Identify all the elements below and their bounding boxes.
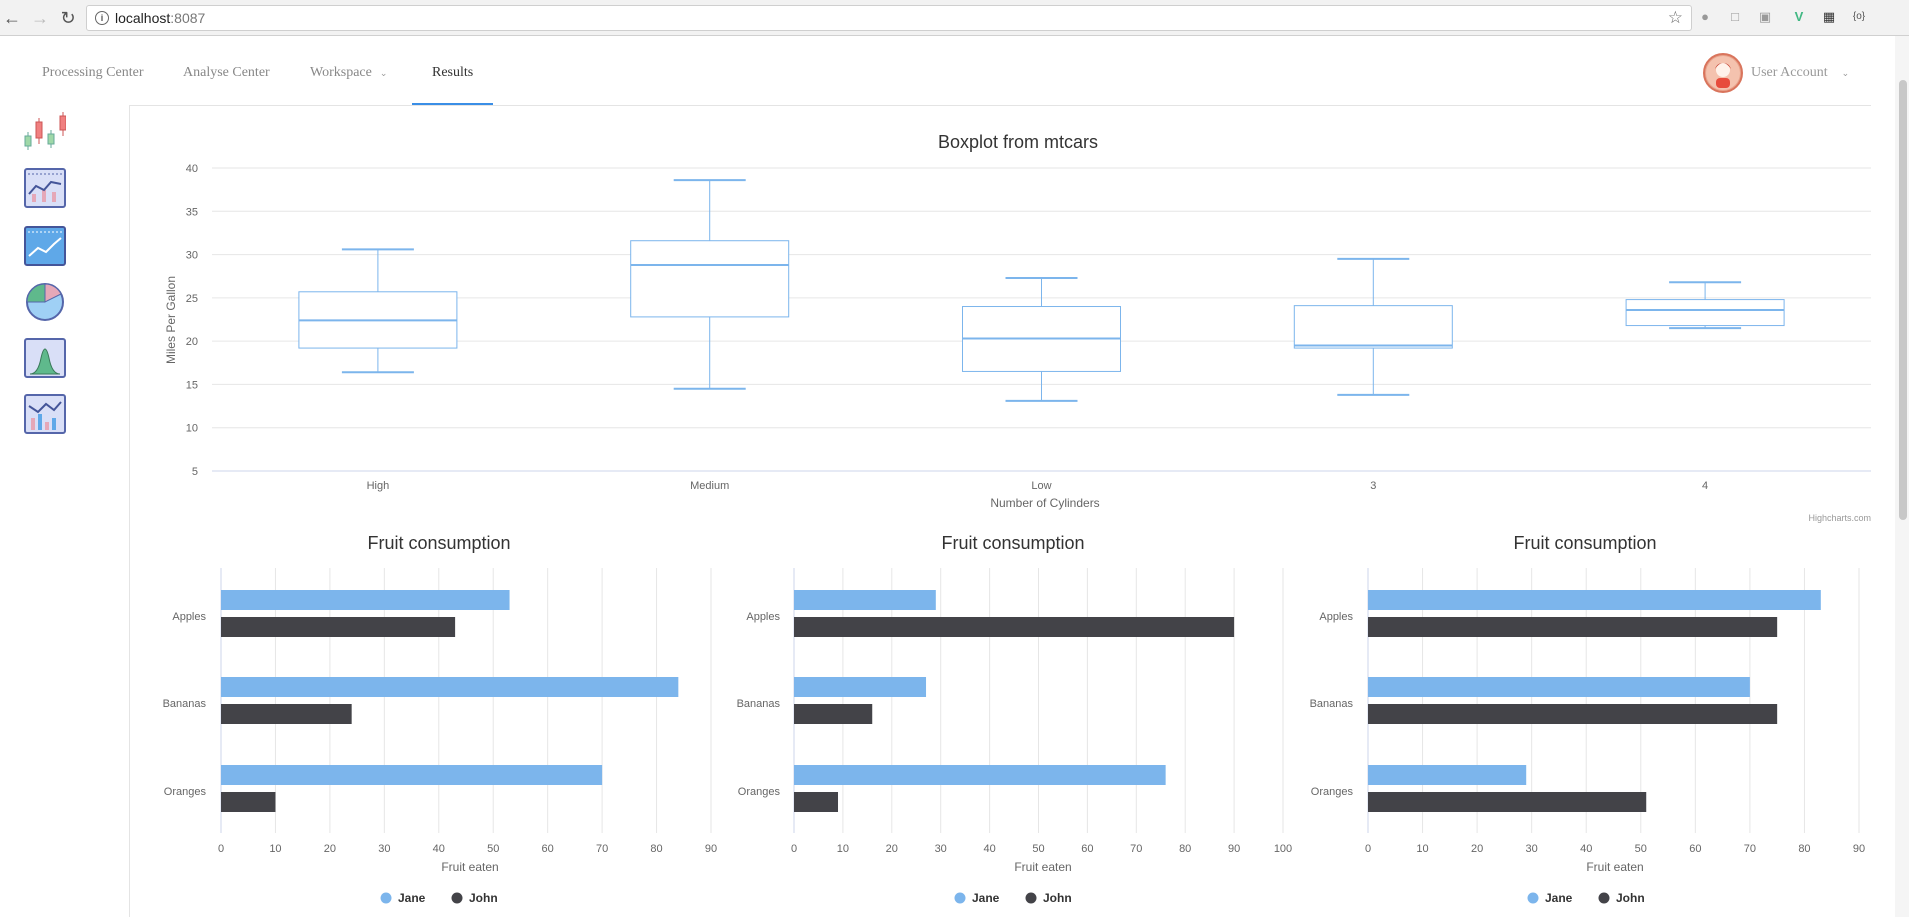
address-bar[interactable]: i localhost:8087 ☆	[86, 5, 1692, 31]
chevron-down-icon: ⌄	[1841, 68, 1850, 78]
results-panel	[129, 105, 1871, 917]
tab-results[interactable]: Results	[432, 65, 474, 80]
site-info-icon[interactable]: i	[95, 11, 109, 25]
extension-icon[interactable]: □	[1731, 9, 1739, 24]
avatar-illustration	[1706, 56, 1740, 90]
url-text: localhost:8087	[115, 10, 205, 26]
extension-icon[interactable]: ▣	[1758, 9, 1772, 24]
avatar[interactable]	[1703, 53, 1743, 93]
user-account-menu[interactable]: User Account ⌄	[1751, 65, 1849, 81]
tab-workspace-label: Workspace	[310, 65, 372, 80]
bell-curve-chart-icon[interactable]	[24, 338, 66, 378]
active-tab-indicator	[412, 103, 493, 105]
reload-icon[interactable]: ↻	[60, 8, 76, 28]
browser-toolbar: ← → ↻ i localhost:8087 ☆ ● □ ▣ V ▦ {o}	[0, 0, 1909, 36]
chevron-down-icon: ⌄	[379, 68, 388, 78]
url-port: :8087	[170, 10, 206, 26]
top-navigation: Processing Center Analyse Center Workspa…	[0, 37, 1909, 105]
scrollbar-thumb[interactable]	[1899, 80, 1907, 520]
json-viewer-icon[interactable]: {o}	[1852, 11, 1866, 22]
bar-line-chart-icon[interactable]	[24, 168, 66, 208]
bookmark-star-icon[interactable]: ☆	[1667, 8, 1683, 27]
pie-chart-icon[interactable]	[24, 282, 66, 322]
forward-icon[interactable]: →	[31, 8, 49, 28]
url-host: localhost	[115, 10, 171, 26]
page-scrollbar[interactable]	[1895, 36, 1909, 917]
extension-icon[interactable]: ●	[1701, 9, 1709, 24]
candlestick-chart-icon[interactable]	[24, 112, 66, 152]
mixed-chart-icon[interactable]	[24, 394, 66, 434]
tab-analyse-center[interactable]: Analyse Center	[183, 65, 270, 80]
extension-icon[interactable]: ▦	[1822, 9, 1836, 24]
tab-processing-center[interactable]: Processing Center	[42, 65, 144, 80]
user-account-label: User Account	[1751, 65, 1828, 80]
back-icon[interactable]: ←	[3, 8, 21, 28]
tab-workspace[interactable]: Workspace ⌄	[310, 65, 387, 81]
vue-devtools-icon[interactable]: V	[1794, 9, 1804, 24]
line-chart-icon[interactable]	[24, 226, 66, 266]
